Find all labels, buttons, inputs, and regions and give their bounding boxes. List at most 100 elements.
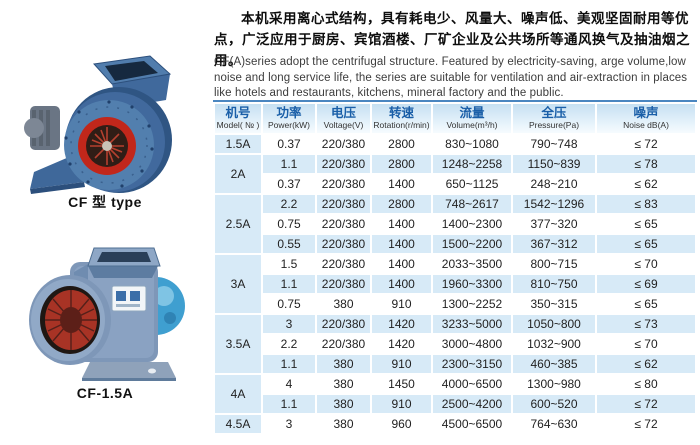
- cell-voltage: 380: [317, 375, 370, 393]
- cell-power: 1.1: [263, 395, 315, 413]
- cell-volume: 1300~2252: [433, 295, 511, 313]
- col-header-power: 功率 Power(kW): [263, 104, 315, 133]
- cell-power: 0.37: [263, 135, 315, 153]
- spec-row: 4.5A 3 380 960 4500~6500 764~630 ≤ 72: [215, 415, 695, 433]
- cell-power: 0.75: [263, 295, 315, 313]
- cell-voltage: 380: [317, 355, 370, 373]
- cell-noise: ≤ 65: [597, 235, 695, 253]
- cell-pressure: 377~320: [513, 215, 595, 233]
- spec-row: 0.55 220/380 1400 1500~2200 367~312 ≤ 65: [215, 235, 695, 253]
- cell-volume: 830~1080: [433, 135, 511, 153]
- cell-power: 1.5: [263, 255, 315, 273]
- spec-row: 1.1 380 910 2300~3150 460~385 ≤ 62: [215, 355, 695, 373]
- spec-row: 2A 1.1 220/380 2800 1248~2258 1150~839 ≤ 78: [215, 155, 695, 193]
- cell-model: 2A: [215, 155, 261, 193]
- spec-row: 1.5A 0.37 220/380 2800 830~1080 790~748 ≤ 72: [215, 135, 695, 153]
- cell-rotation: 1400: [372, 175, 431, 193]
- cell-power: 0.37: [263, 175, 315, 193]
- cell-rotation: 1420: [372, 335, 431, 353]
- cell-rotation: 1400: [372, 255, 431, 273]
- cell-volume: 4000~6500: [433, 375, 511, 393]
- cell-voltage: 220/380: [317, 255, 370, 273]
- fan-photo-cf-type: [22, 54, 196, 194]
- cell-volume: 4500~6500: [433, 415, 511, 433]
- cell-pressure: 1150~839: [513, 155, 595, 173]
- spec-row: 1.1 220/380 1400 1960~3300 810~750 ≤ 69: [215, 275, 695, 293]
- cell-power: 2.2: [263, 335, 315, 353]
- cell-noise: ≤ 72: [597, 135, 695, 153]
- cell-voltage: 220/380: [317, 275, 370, 293]
- cell-voltage: 220/380: [317, 235, 370, 253]
- spec-row: 3.5A 3 220/380 1420 3233~5000 1050~800 ≤ 73: [215, 315, 695, 373]
- spec-header-row: 机号 Model( № ) 功率 Power(kW) 电压 Voltage(V)…: [215, 104, 695, 133]
- spec-row: 2.2 220/380 1420 3000~4800 1032~900 ≤ 70: [215, 335, 695, 353]
- cell-noise: ≤ 73: [597, 315, 695, 333]
- cell-rotation: 2800: [372, 195, 431, 213]
- cell-voltage: 220/380: [317, 155, 370, 173]
- cell-pressure: 1050~800: [513, 315, 595, 333]
- cell-noise: ≤ 65: [597, 215, 695, 233]
- cell-pressure: 800~715: [513, 255, 595, 273]
- cell-volume: 2300~3150: [433, 355, 511, 373]
- cell-rotation: 1400: [372, 235, 431, 253]
- cell-noise: ≤ 62: [597, 355, 695, 373]
- cell-pressure: 1032~900: [513, 335, 595, 353]
- spec-row: 3A 1.5 220/380 1400 2033~3500 800~715 ≤ 70: [215, 255, 695, 313]
- cell-model: 4A: [215, 375, 261, 413]
- cell-rotation: 1420: [372, 315, 431, 333]
- fan-caption-cf-1-5a: CF-1.5A: [76, 385, 134, 401]
- cell-power: 1.1: [263, 275, 315, 293]
- cell-power: 2.2: [263, 195, 315, 213]
- cell-noise: ≤ 83: [597, 195, 695, 213]
- intro-paragraph-en: CF(A)series adopt the centrifugal struct…: [214, 56, 688, 99]
- cell-power: 3: [263, 415, 315, 433]
- cell-rotation: 910: [372, 355, 431, 373]
- spec-row: 0.75 220/380 1400 1400~2300 377~320 ≤ 65: [215, 215, 695, 233]
- fan-cf-1-5a-illustration: [29, 247, 185, 381]
- cell-noise: ≤ 65: [597, 295, 695, 313]
- cell-power: 0.55: [263, 235, 315, 253]
- cell-volume: 650~1125: [433, 175, 511, 193]
- cell-noise: ≤ 72: [597, 395, 695, 413]
- cell-pressure: 600~520: [513, 395, 595, 413]
- spec-table-body: 1.5A 0.37 220/380 2800 830~1080 790~748 ≤ 72 2A…: [215, 135, 695, 433]
- cell-noise: ≤ 69: [597, 275, 695, 293]
- spec-row: 1.1 380 910 2500~4200 600~520 ≤ 72: [215, 395, 695, 413]
- spec-table: 机号 Model( № ) 功率 Power(kW) 电压 Voltage(V)…: [213, 100, 697, 435]
- cell-model: 2.5A: [215, 195, 261, 253]
- cell-volume: 1400~2300: [433, 215, 511, 233]
- col-header-pressure: 全压 Pressure(Pa): [513, 104, 595, 133]
- cell-noise: ≤ 72: [597, 415, 695, 433]
- cell-power: 1.1: [263, 155, 315, 173]
- col-header-noise: 噪声 Noise dB(A): [597, 104, 695, 133]
- cell-volume: 1248~2258: [433, 155, 511, 173]
- spec-row: 0.75 380 910 1300~2252 350~315 ≤ 65: [215, 295, 695, 313]
- cell-power: 3: [263, 315, 315, 333]
- cell-power: 1.1: [263, 355, 315, 373]
- cell-rotation: 960: [372, 415, 431, 433]
- cell-noise: ≤ 70: [597, 255, 695, 273]
- cell-pressure: 367~312: [513, 235, 595, 253]
- cell-voltage: 380: [317, 415, 370, 433]
- cell-power: 4: [263, 375, 315, 393]
- cell-pressure: 810~750: [513, 275, 595, 293]
- cell-noise: ≤ 78: [597, 155, 695, 173]
- cell-volume: 1500~2200: [433, 235, 511, 253]
- cell-noise: ≤ 80: [597, 375, 695, 393]
- cell-noise: ≤ 70: [597, 335, 695, 353]
- col-header-model: 机号 Model( № ): [215, 104, 261, 133]
- fan-cf-type-illustration: [24, 55, 172, 194]
- cell-model: 1.5A: [215, 135, 261, 153]
- cell-voltage: 220/380: [317, 195, 370, 213]
- fan-caption-cf-type: CF 型 type: [68, 194, 142, 210]
- cell-rotation: 1400: [372, 275, 431, 293]
- cell-voltage: 220/380: [317, 135, 370, 153]
- cell-pressure: 248~210: [513, 175, 595, 193]
- cell-rotation: 910: [372, 395, 431, 413]
- cell-rotation: 910: [372, 295, 431, 313]
- cell-pressure: 790~748: [513, 135, 595, 153]
- spec-table-wrap: 机号 Model( № ) 功率 Power(kW) 电压 Voltage(V)…: [213, 100, 697, 435]
- cell-pressure: 1300~980: [513, 375, 595, 393]
- cell-rotation: 2800: [372, 135, 431, 153]
